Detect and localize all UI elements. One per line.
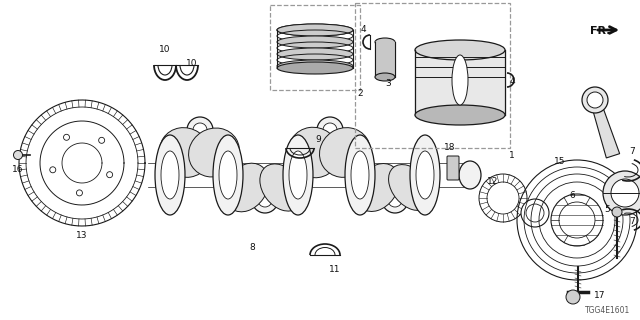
Text: 18: 18 bbox=[444, 143, 456, 153]
Ellipse shape bbox=[375, 38, 395, 46]
Ellipse shape bbox=[526, 204, 544, 222]
Text: TGG4E1601: TGG4E1601 bbox=[585, 306, 630, 315]
Text: 9: 9 bbox=[315, 135, 321, 145]
Circle shape bbox=[517, 160, 637, 280]
Ellipse shape bbox=[277, 24, 353, 36]
Circle shape bbox=[611, 179, 639, 207]
Ellipse shape bbox=[415, 40, 505, 60]
Ellipse shape bbox=[351, 151, 369, 199]
Ellipse shape bbox=[161, 151, 179, 199]
Circle shape bbox=[603, 171, 640, 215]
Text: 6: 6 bbox=[569, 190, 575, 199]
Ellipse shape bbox=[356, 164, 399, 212]
Circle shape bbox=[63, 134, 70, 140]
Text: 15: 15 bbox=[554, 157, 566, 166]
Text: 1: 1 bbox=[509, 150, 515, 159]
Text: 13: 13 bbox=[76, 230, 88, 239]
Text: 7: 7 bbox=[629, 148, 635, 156]
Ellipse shape bbox=[277, 48, 353, 60]
Text: 4: 4 bbox=[360, 26, 366, 35]
Text: FR.: FR. bbox=[590, 26, 611, 36]
Text: 4: 4 bbox=[509, 77, 515, 86]
Ellipse shape bbox=[225, 163, 269, 212]
Ellipse shape bbox=[382, 187, 408, 213]
Ellipse shape bbox=[452, 55, 468, 105]
Circle shape bbox=[107, 172, 113, 178]
FancyBboxPatch shape bbox=[447, 156, 459, 180]
Circle shape bbox=[99, 137, 105, 143]
Text: 7: 7 bbox=[629, 218, 635, 227]
Ellipse shape bbox=[213, 135, 243, 215]
Text: 2: 2 bbox=[357, 89, 363, 98]
Ellipse shape bbox=[260, 164, 303, 211]
Text: 10: 10 bbox=[186, 60, 198, 68]
Ellipse shape bbox=[193, 123, 207, 137]
Circle shape bbox=[40, 121, 124, 205]
Text: 3: 3 bbox=[385, 78, 391, 87]
Circle shape bbox=[587, 92, 603, 108]
Circle shape bbox=[566, 290, 580, 304]
Circle shape bbox=[13, 150, 22, 159]
Circle shape bbox=[612, 207, 622, 217]
Circle shape bbox=[487, 182, 519, 214]
Ellipse shape bbox=[187, 117, 213, 143]
Ellipse shape bbox=[415, 105, 505, 125]
Circle shape bbox=[479, 174, 527, 222]
Ellipse shape bbox=[459, 161, 481, 189]
Text: 11: 11 bbox=[329, 266, 340, 275]
Ellipse shape bbox=[277, 36, 353, 48]
Ellipse shape bbox=[521, 199, 549, 227]
Text: 8: 8 bbox=[249, 244, 255, 252]
Ellipse shape bbox=[416, 151, 434, 199]
Text: 12: 12 bbox=[487, 178, 499, 187]
Ellipse shape bbox=[189, 128, 239, 177]
Text: 17: 17 bbox=[595, 291, 605, 300]
Ellipse shape bbox=[283, 135, 313, 215]
Ellipse shape bbox=[289, 127, 340, 178]
Ellipse shape bbox=[155, 135, 185, 215]
Ellipse shape bbox=[277, 62, 353, 74]
Polygon shape bbox=[590, 99, 620, 158]
Text: 16: 16 bbox=[12, 165, 24, 174]
Ellipse shape bbox=[388, 193, 402, 207]
Ellipse shape bbox=[289, 151, 307, 199]
Ellipse shape bbox=[375, 73, 395, 81]
Ellipse shape bbox=[388, 164, 431, 211]
Ellipse shape bbox=[319, 128, 371, 177]
Circle shape bbox=[76, 190, 83, 196]
Ellipse shape bbox=[345, 135, 375, 215]
Ellipse shape bbox=[277, 24, 353, 36]
Circle shape bbox=[50, 167, 56, 173]
Ellipse shape bbox=[252, 187, 278, 213]
Ellipse shape bbox=[317, 117, 343, 143]
Ellipse shape bbox=[323, 123, 337, 137]
Text: 10: 10 bbox=[159, 45, 171, 54]
Text: 5: 5 bbox=[604, 205, 610, 214]
Circle shape bbox=[582, 87, 608, 113]
Ellipse shape bbox=[277, 60, 353, 72]
Ellipse shape bbox=[410, 135, 440, 215]
Ellipse shape bbox=[219, 151, 237, 199]
Ellipse shape bbox=[159, 128, 211, 177]
Ellipse shape bbox=[258, 193, 272, 207]
